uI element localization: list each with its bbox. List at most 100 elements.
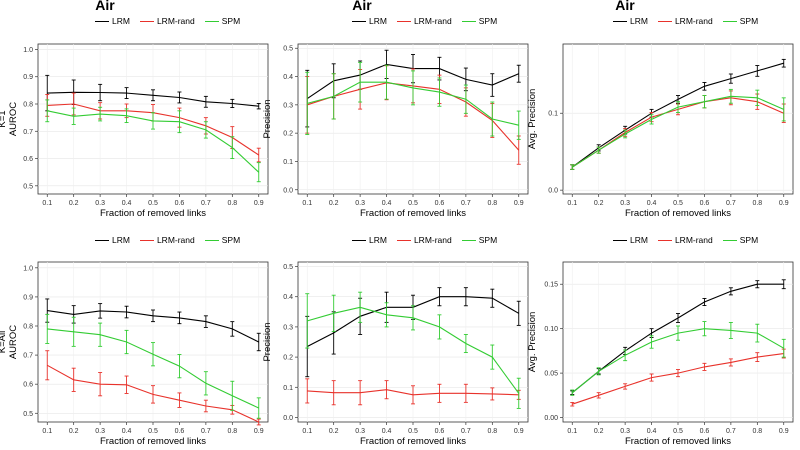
error-bar-lrm-rand [71,367,76,392]
y-tick-label: 0.9 [23,74,33,81]
legend-key [139,20,154,22]
x-axis-label: Fraction of removed links [99,208,207,219]
y-tick-label: 0.05 [544,371,558,378]
legend-2: LRM LRM-rand SPM [613,16,768,26]
x-tick-label: 0.7 [726,428,736,435]
legend-key [396,20,411,22]
x-tick-label: 0.4 [122,428,132,435]
error-bar-spm [358,291,363,323]
error-bar-spm [230,380,235,411]
y-axis-label: Precision [262,322,273,361]
error-bar-lrm [124,305,129,319]
error-bar-lrm-rand [490,387,495,401]
x-tick-label: 0.3 [95,200,105,207]
x-tick-label: 0.2 [329,200,339,207]
x-axis-label: Fraction of removed links [359,436,467,447]
error-bar-lrm [98,303,103,319]
error-bar-spm [305,71,310,136]
legend-key [204,20,219,22]
y-tick-label: 0.4 [283,74,293,81]
error-bar-spm [331,294,336,332]
error-bar-spm [177,110,182,134]
x-tick-label: 0.7 [201,200,211,207]
x-tick-label: 0.1 [42,428,52,435]
error-bar-spm [203,371,208,396]
legend-label: LRM-rand [674,16,713,26]
y-axis-label: Avg. Precision [527,89,538,150]
error-bar-spm [45,99,50,123]
legend-item-lrm: LRM [95,235,130,245]
error-bar-spm [463,334,468,354]
error-bar-lrm-rand [256,418,261,426]
legend-item-lrm: LRM [613,16,648,26]
error-bar-lrm [516,300,521,326]
error-bar-spm [516,377,521,409]
error-bar-spm [331,73,336,120]
y-tick-label: 1.0 [23,47,33,54]
error-bar-lrm [781,279,786,290]
error-bar-lrm-rand [463,383,468,403]
y-axis-label: K=1AUROC [0,102,19,136]
x-tick-label: 0.3 [620,428,630,435]
error-bar-spm [676,325,680,341]
error-bar-spm [702,321,707,337]
x-tick-label: 0.8 [752,200,762,207]
x-axis-label: Fraction of removed links [99,436,207,447]
error-bar-spm [781,338,786,358]
error-bar-spm [702,95,707,109]
legend-item-spm: SPM [722,235,758,245]
legend-item-lrm-rand: LRM-rand [139,235,195,245]
legend-0: LRM LRM-rand SPM [95,16,250,26]
error-bar-lrm-rand [437,383,442,403]
legend-key [95,239,109,241]
chart-title-0: Air [95,0,115,13]
y-tick-label: 0.5 [23,411,33,418]
y-tick-label: 0.7 [23,353,33,360]
error-bar-lrm [230,98,235,108]
x-tick-label: 0.1 [567,428,577,435]
legend-1: LRM LRM-rand SPM [352,16,507,26]
x-tick-label: 0.9 [254,428,264,435]
legend-item-spm: SPM [461,16,497,26]
x-axis-label: Fraction of removed links [359,208,467,219]
y-tick-label: 0.8 [23,102,33,109]
legend-key [613,239,627,241]
x-tick-label: 0.6 [700,428,710,435]
error-bar-spm [124,329,129,355]
error-bar-spm [676,101,680,113]
error-bar-spm [384,64,389,100]
y-tick-label: 0.1 [283,385,293,392]
y-tick-label: 0.5 [23,183,33,190]
legend-item-spm: SPM [461,235,497,245]
error-bar-spm [649,335,654,349]
error-bar-lrm-rand [98,372,103,397]
error-bar-lrm [151,89,155,102]
legend-key [722,239,737,241]
error-bar-lrm [728,73,733,84]
x-tick-label: 0.4 [122,200,132,207]
x-tick-label: 0.1 [567,200,577,207]
error-bar-lrm-rand [411,385,415,405]
legend-key [461,239,476,241]
error-bar-lrm-rand [596,392,601,399]
error-bar-spm [124,108,129,123]
error-bar-spm [490,101,495,137]
error-bar-lrm-rand [203,399,208,413]
error-bar-lrm-rand [177,392,182,408]
error-bar-spm [490,344,495,370]
x-tick-label: 0.5 [408,428,418,435]
x-axis-label: Fraction of removed links [624,436,732,447]
legend-item-lrm-rand: LRM-rand [657,235,713,245]
x-tick-label: 0.3 [620,200,630,207]
error-bar-lrm-rand [256,147,261,163]
legend-label: LRM [369,235,387,245]
legend-label: LRM-rand [156,235,195,245]
error-bar-spm [203,121,208,139]
x-axis-label: Fraction of removed links [624,208,732,219]
legend-label: SPM [221,16,241,26]
error-bar-lrm-rand [649,373,654,382]
error-bar-spm [570,164,575,170]
legend-key [352,239,366,241]
